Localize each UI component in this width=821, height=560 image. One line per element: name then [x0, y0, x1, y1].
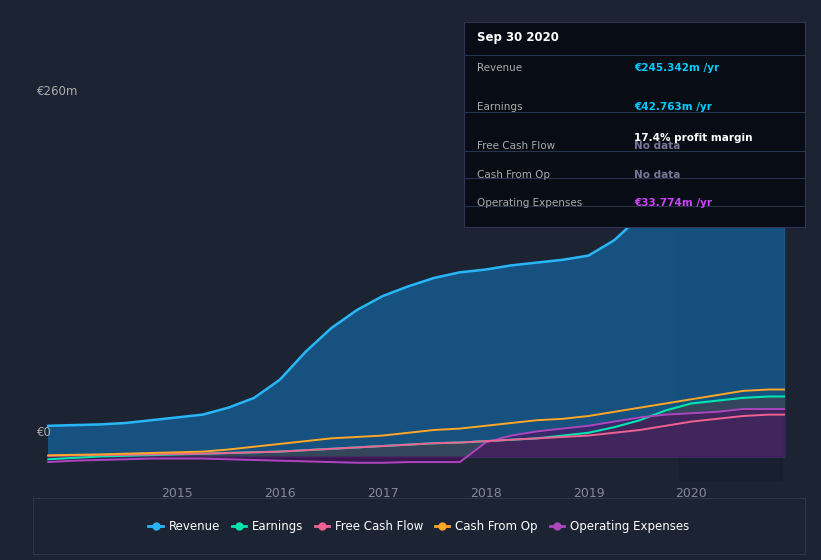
Text: Revenue: Revenue — [478, 63, 523, 73]
Text: Sep 30 2020: Sep 30 2020 — [478, 31, 559, 44]
Text: €42.763m /yr: €42.763m /yr — [635, 102, 712, 112]
Text: No data: No data — [635, 141, 681, 151]
Bar — [679, 73, 782, 482]
Text: €0: €0 — [37, 426, 52, 440]
Text: Cash From Op: Cash From Op — [478, 170, 551, 180]
Legend: Revenue, Earnings, Free Cash Flow, Cash From Op, Operating Expenses: Revenue, Earnings, Free Cash Flow, Cash … — [145, 516, 692, 536]
Text: €245.342m /yr: €245.342m /yr — [635, 63, 719, 73]
Text: Operating Expenses: Operating Expenses — [478, 198, 583, 208]
Text: No data: No data — [635, 170, 681, 180]
Text: €33.774m /yr: €33.774m /yr — [635, 198, 713, 208]
Text: 17.4% profit margin: 17.4% profit margin — [635, 133, 753, 143]
Text: €260m: €260m — [37, 85, 78, 98]
Text: Free Cash Flow: Free Cash Flow — [478, 141, 556, 151]
Text: Earnings: Earnings — [478, 102, 523, 112]
